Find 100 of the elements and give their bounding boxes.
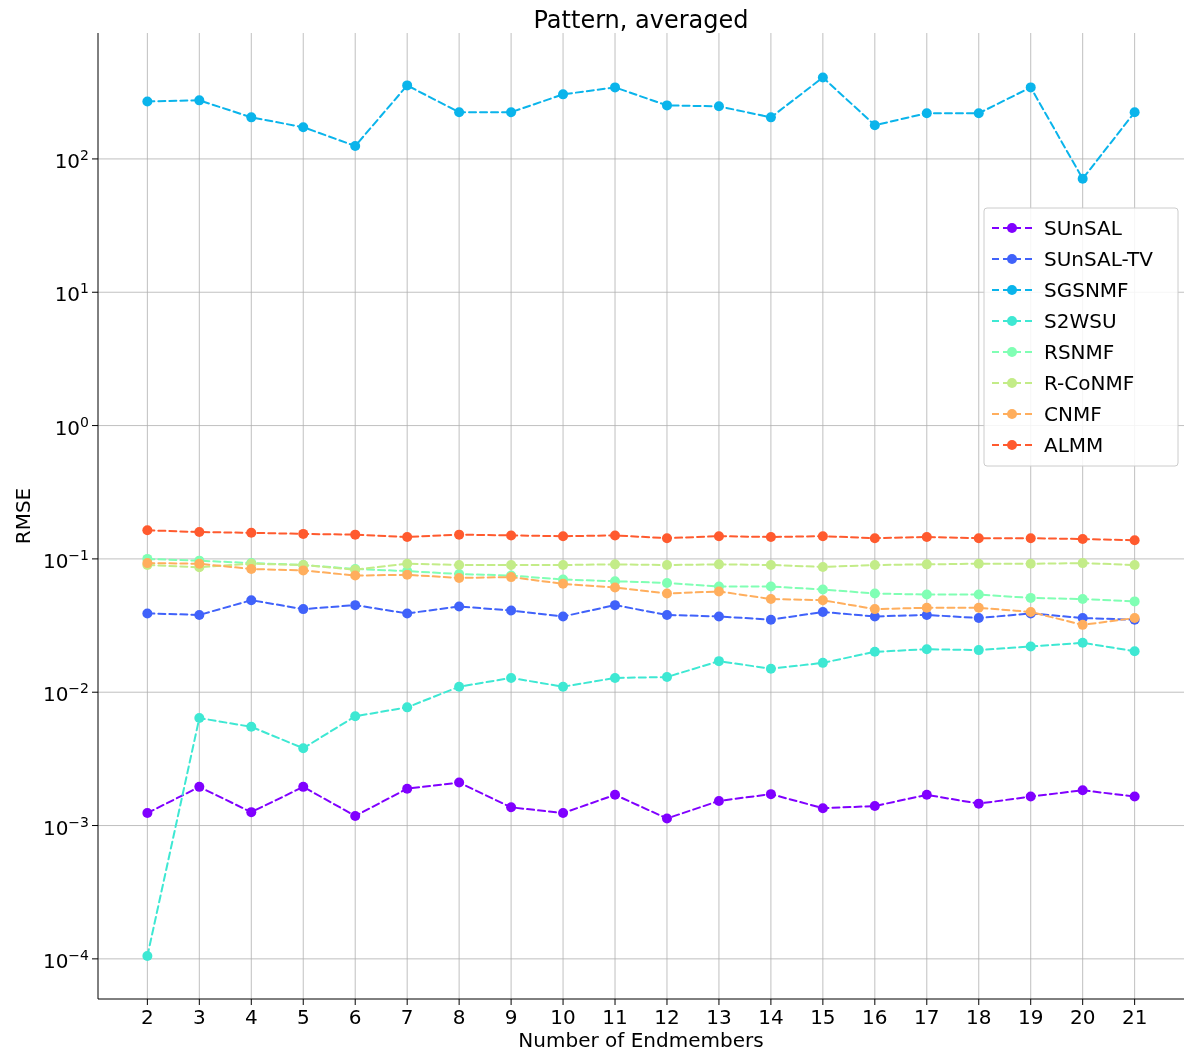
point xyxy=(921,644,932,655)
point xyxy=(298,122,309,133)
y-tick-label: 10$^{−3}$ xyxy=(42,813,89,840)
point xyxy=(558,531,569,542)
point xyxy=(506,672,517,683)
point xyxy=(869,120,880,131)
y-tick-label: 10$^{−4}$ xyxy=(42,946,90,973)
point xyxy=(142,951,153,962)
point xyxy=(558,559,569,570)
point xyxy=(1129,535,1140,546)
point xyxy=(1077,594,1088,605)
x-tick-label: 5 xyxy=(296,1005,310,1029)
x-tick-label: 2 xyxy=(141,1005,154,1029)
chart-title: Pattern, averaged xyxy=(533,6,749,34)
point xyxy=(661,559,672,570)
point xyxy=(610,582,621,593)
point xyxy=(817,72,828,83)
x-tick-label: 18 xyxy=(966,1005,992,1029)
point xyxy=(246,563,257,574)
point xyxy=(765,112,776,123)
y-tick-label: 10$^{−2}$ xyxy=(42,680,89,707)
point xyxy=(610,530,621,541)
point xyxy=(765,663,776,674)
point xyxy=(610,82,621,93)
point xyxy=(1077,558,1088,569)
y-tick-label: 10$^{1}$ xyxy=(54,280,89,307)
point xyxy=(1129,791,1140,802)
point xyxy=(298,781,309,792)
point xyxy=(454,681,465,692)
x-tick-label: 11 xyxy=(602,1005,628,1029)
point xyxy=(921,108,932,119)
point xyxy=(454,777,465,788)
point xyxy=(869,646,880,657)
point xyxy=(869,559,880,570)
point xyxy=(1025,558,1036,569)
point xyxy=(765,559,776,570)
point xyxy=(713,795,724,806)
legend-label: SUnSAL-TV xyxy=(1044,247,1154,271)
point xyxy=(194,781,205,792)
x-tick-label: 13 xyxy=(706,1005,732,1029)
x-axis-title: Number of Endmembers xyxy=(518,1028,764,1052)
point xyxy=(402,702,413,713)
x-tick-label: 17 xyxy=(914,1005,940,1029)
point xyxy=(661,100,672,111)
point xyxy=(1077,173,1088,184)
point xyxy=(921,531,932,542)
point xyxy=(869,801,880,812)
point xyxy=(506,802,517,813)
point xyxy=(142,96,153,107)
point xyxy=(454,601,465,612)
point xyxy=(1025,82,1036,93)
point xyxy=(246,112,257,123)
point xyxy=(765,531,776,542)
point xyxy=(817,561,828,572)
point xyxy=(817,595,828,606)
point xyxy=(1077,619,1088,630)
point xyxy=(817,657,828,668)
point xyxy=(610,600,621,611)
point xyxy=(661,813,672,824)
point xyxy=(921,789,932,800)
x-tick-label: 14 xyxy=(758,1005,784,1029)
point xyxy=(817,531,828,542)
point xyxy=(142,808,153,819)
legend-label: R-CoNMF xyxy=(1044,371,1135,395)
x-tick-label: 15 xyxy=(810,1005,836,1029)
point xyxy=(402,531,413,542)
point xyxy=(973,589,984,600)
point xyxy=(350,529,361,540)
point xyxy=(661,672,672,683)
x-tick-label: 16 xyxy=(862,1005,888,1029)
point xyxy=(506,107,517,118)
x-tick-label: 6 xyxy=(348,1005,362,1029)
legend-label: S2WSU xyxy=(1044,309,1117,333)
point xyxy=(713,559,724,570)
point xyxy=(921,602,932,613)
point xyxy=(558,89,569,100)
point xyxy=(558,611,569,622)
point xyxy=(610,789,621,800)
point xyxy=(661,588,672,599)
legend-label: ALMM xyxy=(1044,433,1104,457)
point xyxy=(765,581,776,592)
point xyxy=(1025,592,1036,603)
point xyxy=(817,606,828,617)
point xyxy=(350,600,361,611)
point xyxy=(610,672,621,683)
point xyxy=(610,559,621,570)
point xyxy=(1025,791,1036,802)
point xyxy=(817,803,828,814)
point xyxy=(973,602,984,613)
legend-label: CNMF xyxy=(1044,402,1102,426)
point xyxy=(713,101,724,112)
point xyxy=(973,108,984,119)
point xyxy=(661,609,672,620)
x-tick-label: 21 xyxy=(1121,1005,1148,1029)
point xyxy=(1129,107,1140,118)
point xyxy=(246,721,257,732)
point xyxy=(246,595,257,606)
point xyxy=(350,141,361,151)
point xyxy=(713,531,724,542)
point xyxy=(869,588,880,599)
